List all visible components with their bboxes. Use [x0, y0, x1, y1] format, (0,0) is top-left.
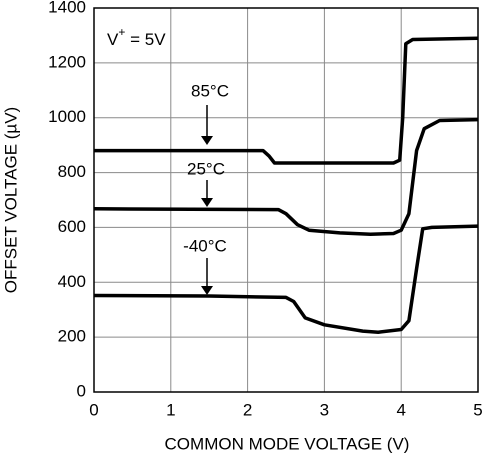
- y-tick-label: 400: [58, 272, 86, 291]
- series-label: 85°C: [191, 81, 229, 100]
- series-label: -40°C: [183, 236, 227, 255]
- plot-frame: [93, 7, 479, 393]
- supply-label: V+ = 5V: [107, 25, 166, 49]
- arrow-head: [201, 198, 213, 207]
- supply-rest: = 5V: [125, 30, 166, 49]
- series-label: 25°C: [187, 159, 225, 178]
- y-tick-label: 1400: [48, 0, 86, 16]
- series-line: [93, 224, 479, 334]
- x-tick-label: 4: [396, 400, 405, 419]
- arrow-head: [201, 286, 213, 295]
- x-tick-label: 0: [89, 400, 98, 419]
- series-line: [93, 117, 479, 237]
- y-tick-label: 1200: [48, 52, 86, 71]
- y-tick-label: 1000: [48, 107, 86, 126]
- supply-sup: +: [118, 25, 125, 39]
- x-tick-label: 5: [473, 400, 482, 419]
- y-axis-label: OFFSET VOLTAGE (µV): [1, 107, 20, 293]
- x-tick-label: 1: [166, 400, 175, 419]
- supply-v: V: [107, 30, 119, 49]
- x-tick-label: 2: [243, 400, 252, 419]
- x-axis-label: COMMON MODE VOLTAGE (V): [165, 434, 410, 453]
- y-tick-label: 800: [58, 162, 86, 181]
- y-tick-label: 0: [77, 381, 86, 400]
- y-tick-label: 200: [58, 327, 86, 346]
- y-tick-label: 600: [58, 217, 86, 236]
- arrow-head: [201, 136, 213, 145]
- x-tick-label: 3: [320, 400, 329, 419]
- series-line: [94, 36, 479, 165]
